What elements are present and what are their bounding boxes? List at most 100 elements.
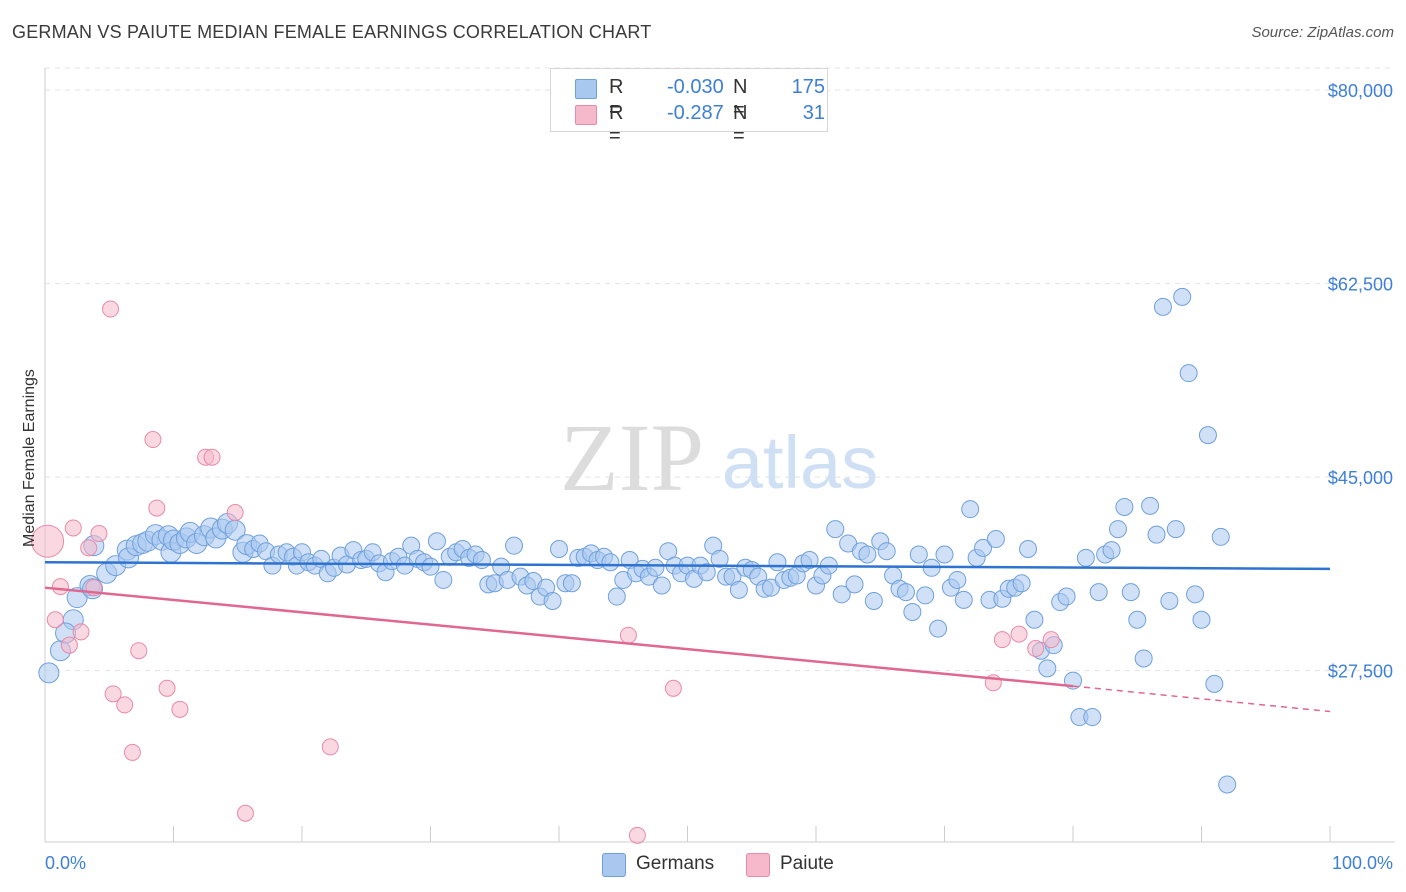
germans-point — [427, 532, 446, 551]
germans-point — [1192, 610, 1211, 629]
germans-point — [1186, 585, 1205, 604]
r-label: R = — [609, 102, 624, 147]
germans-point — [1173, 287, 1192, 306]
germans-point — [652, 576, 671, 595]
paiute-point — [619, 626, 637, 644]
paiute-point — [144, 431, 162, 449]
x-tick-label: 0.0% — [45, 853, 86, 873]
germans-point — [986, 530, 1005, 549]
paiute-point — [102, 300, 120, 318]
germans-point — [1205, 674, 1224, 693]
paiute-point — [1027, 640, 1045, 657]
germans-point — [1025, 610, 1044, 629]
germans-legend-label: Germans — [636, 853, 715, 874]
paiute-point — [116, 696, 134, 714]
trend-lines — [44, 561, 1331, 713]
germans-point — [1115, 497, 1134, 516]
germans-point — [1141, 496, 1160, 515]
germans-point — [601, 553, 620, 572]
germans-point — [909, 545, 928, 564]
germans-trendline — [44, 561, 1331, 571]
paiute-point — [60, 636, 78, 654]
germans-point — [961, 500, 980, 519]
paiute-series — [31, 300, 1060, 844]
germans-point — [1121, 583, 1140, 602]
germans-point — [845, 575, 864, 594]
x-tick-label: 100.0% — [1332, 853, 1393, 873]
watermark-zip: ZIP — [560, 404, 704, 511]
germans-point — [1108, 520, 1127, 539]
paiute-point — [80, 539, 98, 557]
germans-point — [646, 558, 665, 577]
germans-point — [826, 520, 845, 539]
paiute-point — [1042, 631, 1060, 649]
y-tick-labels: $27,500 $45,000 $62,500 $80,000 — [1328, 81, 1393, 681]
paiute-legend-swatch — [746, 853, 770, 877]
y-tick-label: $62,500 — [1328, 275, 1393, 295]
germans-point — [1147, 525, 1166, 544]
germans-point — [916, 586, 935, 605]
germans-point — [954, 590, 973, 609]
zipatlas-watermark: ZIP atlas — [560, 404, 878, 511]
germans-point — [710, 549, 729, 568]
germans-point — [1153, 297, 1172, 316]
paiute-point — [628, 826, 646, 844]
paiute-point — [104, 685, 122, 703]
paiute-point — [171, 700, 189, 718]
germans-point — [38, 662, 60, 684]
germans-point — [974, 538, 993, 557]
germans-point — [800, 551, 819, 570]
axes — [44, 68, 1395, 843]
paiute-point — [993, 631, 1011, 649]
paiute-trendline — [44, 586, 1074, 688]
germans-point — [1038, 659, 1057, 678]
paiute-point — [1010, 625, 1028, 643]
germans-point — [896, 583, 915, 602]
germans-point — [1102, 541, 1121, 560]
paiute-point — [64, 519, 82, 537]
paiute-point — [236, 804, 254, 822]
paiute-point — [123, 743, 141, 761]
germans-point — [832, 585, 851, 604]
germans-point — [421, 557, 440, 576]
germans-point — [1179, 364, 1198, 383]
germans-point — [1160, 591, 1179, 610]
germans-point — [1089, 583, 1108, 602]
n-label: N = — [733, 102, 748, 147]
paiute-point — [321, 738, 339, 756]
germans-point — [1012, 574, 1031, 593]
paiute-r-value: -0.287 — [667, 102, 724, 124]
paiute-point — [130, 642, 148, 660]
paiute-point — [72, 623, 90, 641]
paiute-point — [203, 448, 221, 466]
germans-point — [877, 542, 896, 561]
paiute-point — [51, 578, 69, 596]
germans-point — [929, 619, 948, 638]
germans-point — [1128, 610, 1147, 629]
germans-point — [434, 570, 453, 589]
germans-r-value: -0.030 — [667, 76, 724, 98]
germans-point — [607, 587, 626, 606]
germans-point — [948, 570, 967, 589]
paiute-point — [90, 525, 108, 543]
germans-point — [697, 563, 716, 582]
germans-series — [38, 287, 1237, 794]
paiute-point — [664, 679, 682, 697]
germans-point — [858, 545, 877, 564]
paiute-point — [158, 679, 176, 697]
r-label: R = — [609, 76, 624, 121]
germans-point — [1083, 708, 1102, 727]
paiute-point — [226, 503, 244, 521]
paiute-n-value: 31 — [802, 102, 825, 124]
germans-point — [505, 536, 524, 555]
germans-point — [1057, 587, 1076, 606]
germans-point — [1211, 527, 1230, 546]
paiute-point — [148, 499, 166, 517]
germans-point — [550, 539, 568, 558]
source-credit[interactable]: Source: ZipAtlas.com — [1251, 24, 1394, 41]
germans-point — [903, 603, 922, 622]
germans-point — [1134, 649, 1153, 668]
correlation-legend: R = -0.030 N = 175 R = -0.287 N = 31 — [550, 68, 828, 147]
germans-point — [1166, 520, 1185, 539]
paiute-point — [31, 524, 65, 558]
